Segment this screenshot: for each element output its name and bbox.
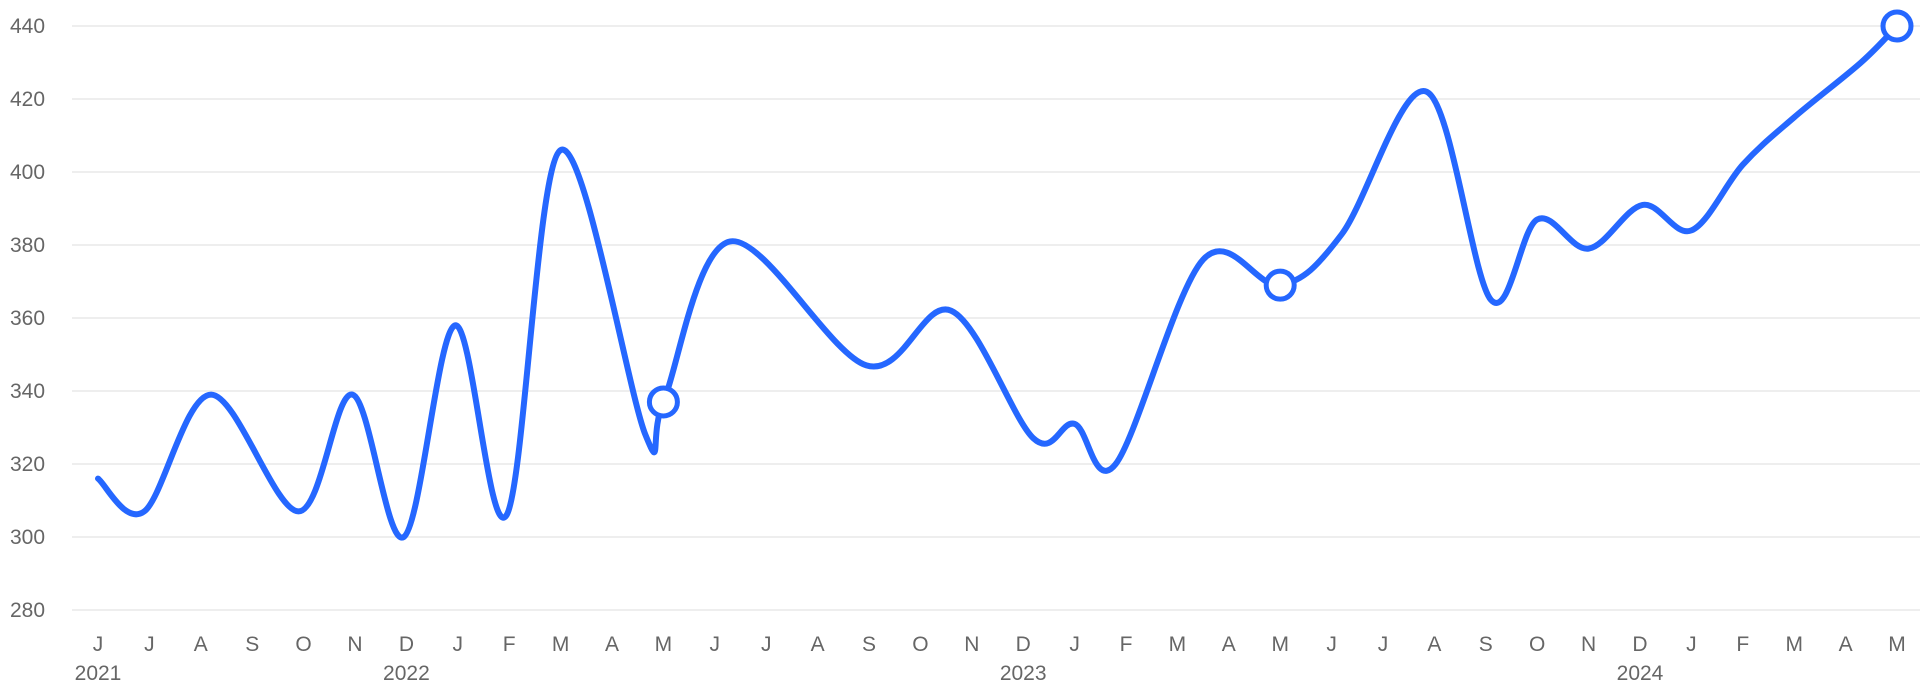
x-tick-label: D — [399, 633, 414, 656]
x-tick-label: D — [1632, 633, 1647, 656]
x-tick-label: A — [605, 633, 619, 656]
data-point-marker[interactable] — [646, 385, 680, 419]
x-tick-label: J — [1686, 633, 1697, 656]
y-tick-label: 400 — [10, 161, 45, 184]
x-tick-label: A — [1427, 633, 1441, 656]
x-tick-label: M — [1785, 633, 1803, 656]
x-tick-label: F — [1120, 633, 1133, 656]
x-tick-label: J — [1378, 633, 1389, 656]
x-tick-label: F — [503, 633, 516, 656]
x-tick-label: D — [1016, 633, 1031, 656]
x-axis-tick-labels: JJASONDJFMAMJJASONDJFMAMJJASONDJFMAMJ — [93, 633, 1906, 656]
x-tick-label: N — [964, 633, 979, 656]
x-tick-label: J — [93, 633, 104, 656]
x-tick-label: M — [1888, 633, 1906, 656]
data-point-marker[interactable] — [1263, 268, 1297, 302]
x-tick-label: O — [1529, 633, 1545, 656]
x-tick-label: S — [862, 633, 876, 656]
data-point-marker[interactable] — [1880, 9, 1914, 43]
x-tick-label: O — [912, 633, 928, 656]
x-tick-label: A — [811, 633, 825, 656]
x-tick-label: M — [552, 633, 570, 656]
x-tick-label: S — [1479, 633, 1493, 656]
data-point-markers — [646, 9, 1914, 419]
x-tick-label: J — [1069, 633, 1080, 656]
x-tick-label: J — [710, 633, 721, 656]
x-tick-label: F — [1736, 633, 1749, 656]
x-tick-label: J — [761, 633, 772, 656]
year-label: 2021 — [75, 662, 122, 683]
x-tick-label: M — [1169, 633, 1187, 656]
series-line — [95, 23, 1900, 541]
x-tick-label: M — [655, 633, 673, 656]
x-tick-label: J — [1326, 633, 1337, 656]
y-tick-label: 420 — [10, 88, 45, 111]
y-axis-tick-labels: 280 300 320 340 360 380 400 420 440 — [10, 15, 45, 622]
y-tick-label: 280 — [10, 599, 45, 622]
year-label: 2024 — [1617, 662, 1664, 683]
x-axis-year-labels: 2021 2022 2023 2024 — [75, 662, 1664, 683]
x-tick-label: A — [194, 633, 208, 656]
y-tick-label: 360 — [10, 307, 45, 330]
x-tick-label: M — [1271, 633, 1289, 656]
y-tick-label: 340 — [10, 380, 45, 403]
x-tick-label: A — [1222, 633, 1236, 656]
y-tick-label: 380 — [10, 234, 45, 257]
x-tick-label: J — [144, 633, 155, 656]
y-tick-label: 300 — [10, 526, 45, 549]
year-label: 2022 — [383, 662, 430, 683]
x-tick-label: N — [1581, 633, 1596, 656]
gridlines — [72, 25, 1920, 611]
year-label: 2023 — [1000, 662, 1047, 683]
x-tick-label: O — [295, 633, 311, 656]
x-tick-label: A — [1839, 633, 1853, 656]
x-tick-label: N — [347, 633, 362, 656]
y-tick-label: 320 — [10, 453, 45, 476]
series-area — [95, 23, 1900, 541]
x-tick-label: S — [245, 633, 259, 656]
y-tick-label: 440 — [10, 15, 45, 38]
x-tick-label: J — [453, 633, 464, 656]
